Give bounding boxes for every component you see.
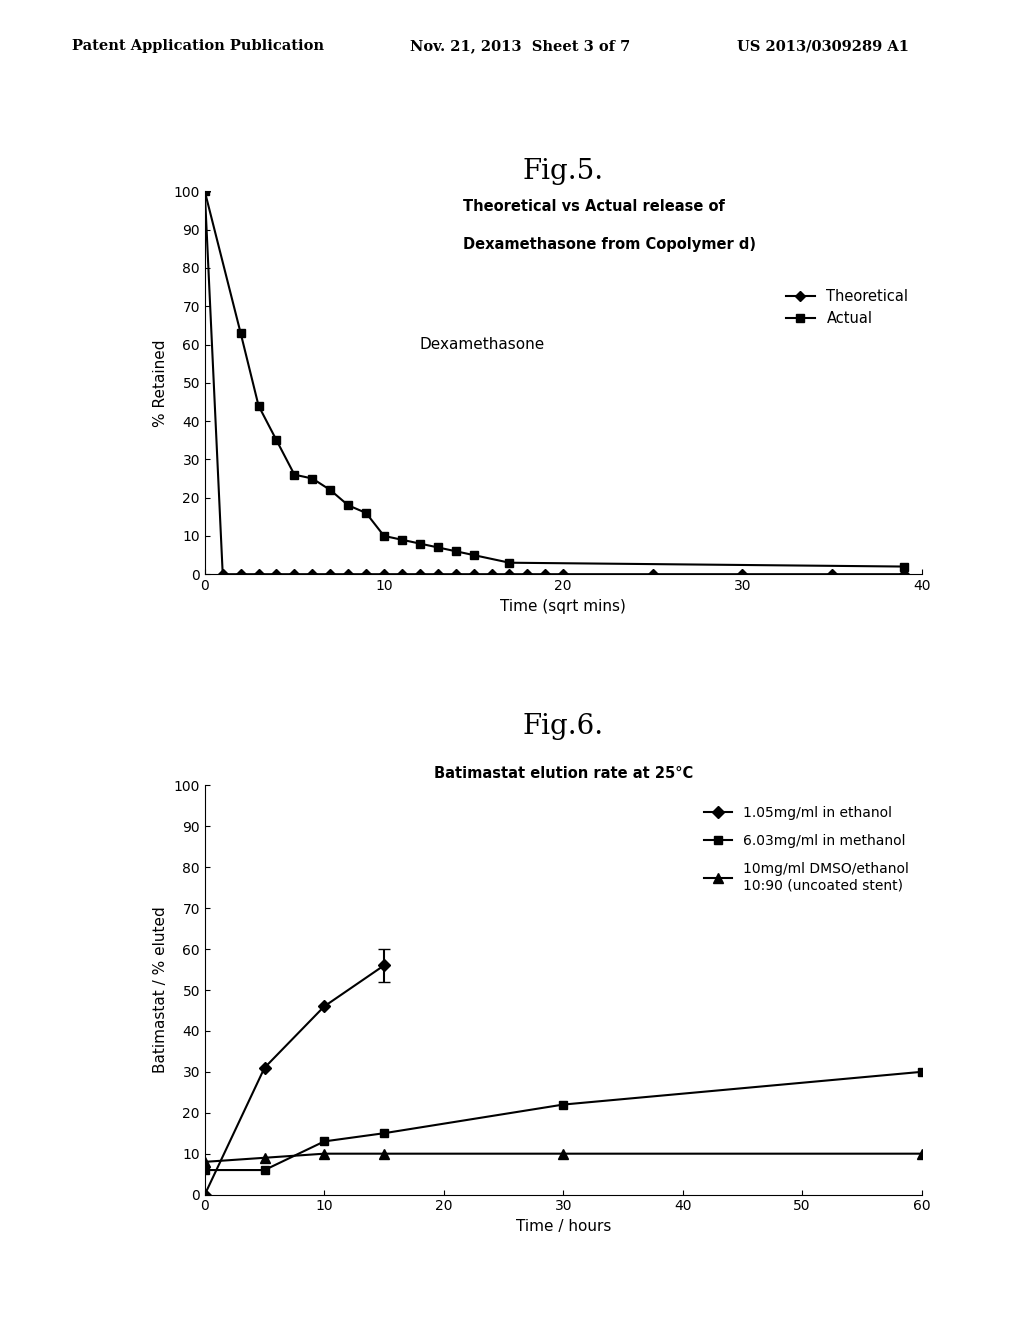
Text: Patent Application Publication: Patent Application Publication bbox=[72, 40, 324, 53]
X-axis label: Time / hours: Time / hours bbox=[515, 1218, 611, 1234]
1.05mg/ml in ethanol bbox=[318, 998, 331, 1014]
Actual bbox=[360, 506, 373, 521]
Text: Dexamethasone from Copolymer d): Dexamethasone from Copolymer d) bbox=[463, 238, 756, 252]
Theoretical bbox=[467, 566, 479, 582]
Actual bbox=[467, 548, 479, 564]
Theoretical bbox=[342, 566, 354, 582]
Actual bbox=[342, 498, 354, 513]
Legend: Theoretical, Actual: Theoretical, Actual bbox=[780, 282, 914, 331]
Actual bbox=[252, 397, 264, 413]
Theoretical bbox=[378, 566, 390, 582]
Theoretical bbox=[557, 566, 569, 582]
Theoretical bbox=[252, 566, 264, 582]
Theoretical bbox=[414, 566, 426, 582]
Theoretical bbox=[395, 566, 408, 582]
6.03mg/ml in methanol bbox=[378, 1125, 390, 1140]
Theoretical bbox=[450, 566, 462, 582]
Line: Actual: Actual bbox=[201, 187, 908, 570]
Legend: 1.05mg/ml in ethanol, 6.03mg/ml in methanol, 10mg/ml DMSO/ethanol
10:90 (uncoate: 1.05mg/ml in ethanol, 6.03mg/ml in metha… bbox=[698, 800, 914, 898]
Theoretical bbox=[217, 566, 229, 582]
Actual bbox=[414, 536, 426, 552]
6.03mg/ml in methanol bbox=[258, 1162, 270, 1177]
Theoretical bbox=[825, 566, 838, 582]
10mg/ml DMSO/ethanol
10:90 (uncoated stent) bbox=[557, 1146, 569, 1162]
10mg/ml DMSO/ethanol
10:90 (uncoated stent) bbox=[199, 1154, 211, 1170]
Actual bbox=[199, 183, 211, 199]
1.05mg/ml in ethanol bbox=[378, 957, 390, 973]
Theoretical bbox=[234, 566, 247, 582]
Line: 1.05mg/ml in ethanol: 1.05mg/ml in ethanol bbox=[201, 961, 388, 1199]
Text: US 2013/0309289 A1: US 2013/0309289 A1 bbox=[737, 40, 909, 53]
Theoretical bbox=[897, 566, 909, 582]
6.03mg/ml in methanol bbox=[557, 1097, 569, 1113]
Theoretical bbox=[504, 566, 515, 582]
10mg/ml DMSO/ethanol
10:90 (uncoated stent) bbox=[258, 1150, 270, 1166]
1.05mg/ml in ethanol bbox=[258, 1060, 270, 1076]
10mg/ml DMSO/ethanol
10:90 (uncoated stent) bbox=[915, 1146, 928, 1162]
Actual bbox=[324, 482, 336, 498]
6.03mg/ml in methanol bbox=[199, 1162, 211, 1177]
Theoretical bbox=[306, 566, 318, 582]
Theoretical bbox=[324, 566, 336, 582]
Text: Batimastat elution rate at 25°C: Batimastat elution rate at 25°C bbox=[433, 766, 693, 781]
Text: Theoretical vs Actual release of: Theoretical vs Actual release of bbox=[463, 199, 725, 214]
X-axis label: Time (sqrt mins): Time (sqrt mins) bbox=[501, 598, 626, 614]
Line: 10mg/ml DMSO/ethanol
10:90 (uncoated stent): 10mg/ml DMSO/ethanol 10:90 (uncoated ste… bbox=[200, 1148, 927, 1167]
Actual bbox=[450, 544, 462, 560]
Theoretical bbox=[360, 566, 373, 582]
Actual bbox=[378, 528, 390, 544]
Actual bbox=[234, 325, 247, 341]
Actual bbox=[504, 554, 515, 570]
Actual bbox=[270, 433, 283, 449]
10mg/ml DMSO/ethanol
10:90 (uncoated stent) bbox=[318, 1146, 331, 1162]
10mg/ml DMSO/ethanol
10:90 (uncoated stent) bbox=[378, 1146, 390, 1162]
Y-axis label: % Retained: % Retained bbox=[153, 339, 168, 426]
Theoretical bbox=[736, 566, 749, 582]
Actual bbox=[306, 471, 318, 487]
Actual bbox=[897, 558, 909, 574]
Theoretical bbox=[432, 566, 444, 582]
Theoretical bbox=[647, 566, 659, 582]
Text: Fig.5.: Fig.5. bbox=[522, 158, 604, 185]
6.03mg/ml in methanol bbox=[318, 1134, 331, 1150]
6.03mg/ml in methanol bbox=[915, 1064, 928, 1080]
Theoretical bbox=[270, 566, 283, 582]
Theoretical bbox=[521, 566, 534, 582]
Actual bbox=[432, 540, 444, 556]
Theoretical bbox=[485, 566, 498, 582]
Theoretical bbox=[539, 566, 551, 582]
Actual bbox=[289, 467, 301, 483]
Y-axis label: Batimastat / % eluted: Batimastat / % eluted bbox=[153, 907, 168, 1073]
Text: Dexamethasone: Dexamethasone bbox=[420, 337, 545, 352]
Actual bbox=[395, 532, 408, 548]
Line: 6.03mg/ml in methanol: 6.03mg/ml in methanol bbox=[201, 1068, 926, 1175]
Text: Fig.6.: Fig.6. bbox=[522, 713, 604, 739]
1.05mg/ml in ethanol bbox=[199, 1187, 211, 1203]
Theoretical bbox=[289, 566, 301, 582]
Line: Theoretical: Theoretical bbox=[202, 187, 907, 578]
Theoretical bbox=[199, 183, 211, 199]
Text: Nov. 21, 2013  Sheet 3 of 7: Nov. 21, 2013 Sheet 3 of 7 bbox=[410, 40, 630, 53]
